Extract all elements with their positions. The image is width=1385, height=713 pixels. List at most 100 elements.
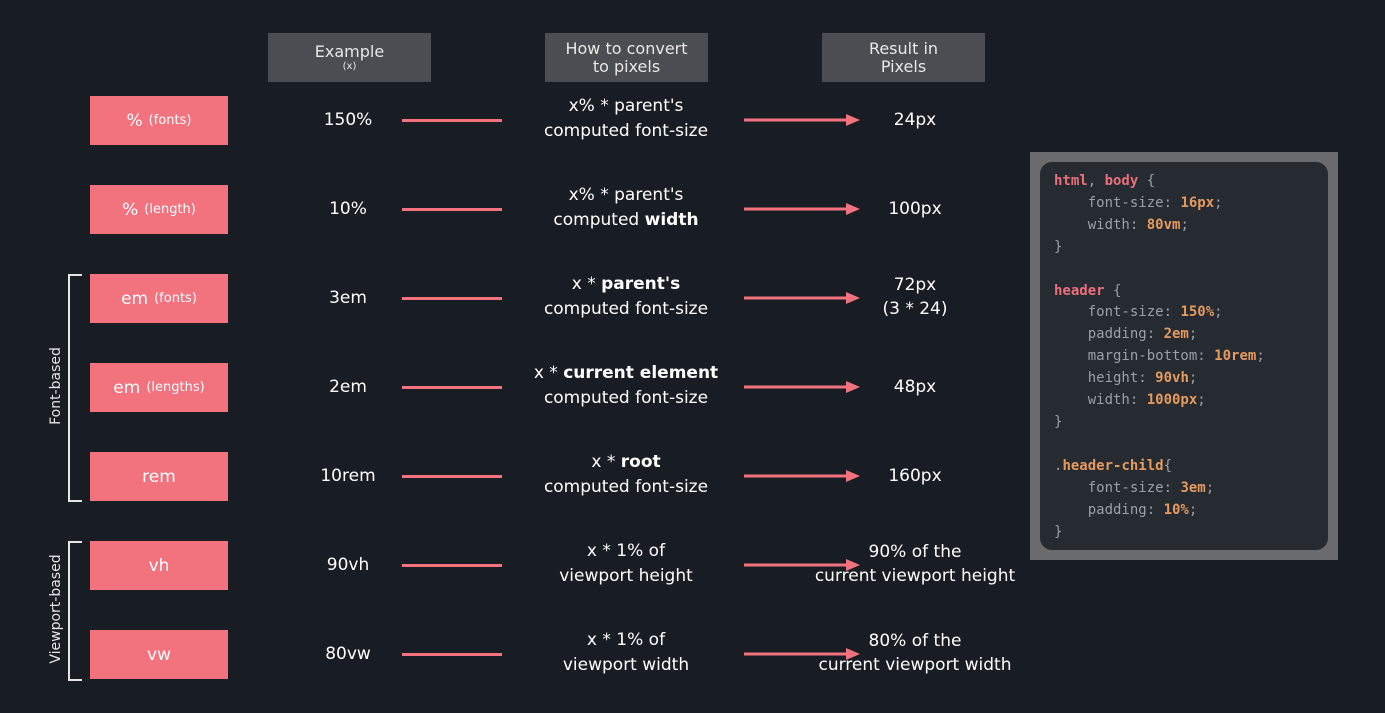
conversion-rule: x% * parent's computed font-size: [520, 94, 732, 144]
result-value: 90% of the current viewport height: [790, 540, 1040, 588]
unit-name: %: [122, 199, 139, 220]
unit-name: em: [113, 377, 141, 398]
code-text: {: [1138, 173, 1156, 189]
conversion-bold: parent's: [601, 274, 681, 294]
code-property: height:: [1054, 370, 1156, 387]
example-value: 2em: [329, 377, 367, 397]
code-selector: header-child: [1062, 457, 1164, 474]
conversion-line-1: x% * parent's: [568, 96, 684, 116]
code-text: ;: [1188, 370, 1198, 387]
conversion-line-1: x * parent's: [520, 272, 732, 297]
code-value: 2em: [1163, 326, 1189, 343]
viewport-based-label: Viewport-based: [48, 554, 64, 664]
connector-line: [402, 119, 502, 122]
conversion-line-2: computed font-size: [543, 299, 709, 319]
code-text: {: [1163, 457, 1173, 474]
connector-line: [402, 653, 502, 656]
code-line: [1054, 434, 1328, 456]
code-text: ,: [1087, 173, 1105, 189]
conversion-rule: x * current element computed font-size: [520, 361, 732, 411]
arrow-icon: [744, 559, 860, 571]
font-based-bracket: [68, 274, 82, 502]
conversion-text: x *: [533, 363, 564, 383]
header-example: Example (x): [268, 33, 431, 82]
code-line: margin-bottom: 10rem;: [1054, 346, 1328, 368]
code-selector: body: [1104, 173, 1139, 189]
unit-box-vh: vh: [90, 541, 228, 590]
connector-line: [402, 297, 502, 300]
result-line-2: current viewport width: [818, 655, 1012, 675]
arrow-icon: [744, 292, 860, 304]
conversion-rule: x * parent's computed font-size: [520, 272, 732, 322]
conversion-text: x *: [591, 452, 621, 472]
result-value: 80% of the current viewport width: [790, 629, 1040, 677]
conversion-line-2: viewport height: [559, 566, 693, 586]
unit-box-vw: vw: [90, 630, 228, 679]
code-value: 80vm: [1146, 216, 1181, 233]
conversion-bold: root: [620, 452, 661, 472]
code-line: padding: 10%;: [1054, 500, 1328, 522]
code-text: ;: [1180, 216, 1189, 233]
conversion-text: x *: [571, 274, 602, 294]
connector-line: [402, 386, 502, 389]
conversion-line-1: x * 1% of: [586, 630, 666, 650]
arrow-icon: [744, 114, 860, 126]
code-line: header {: [1054, 281, 1328, 303]
code-line: [1054, 259, 1328, 281]
example-value: 80vw: [325, 644, 371, 664]
result-line-1: 90% of the: [868, 542, 962, 562]
viewport-based-bracket: [68, 541, 82, 681]
result-value: 72px (3 * 24): [790, 273, 1040, 321]
connector-line: [402, 208, 502, 211]
code-text: ;: [1188, 326, 1198, 343]
code-value: 16px: [1180, 194, 1215, 211]
conversion-line-2: computed font-size: [543, 477, 709, 497]
unit-box-em-lengths: em (lengths): [90, 363, 228, 412]
unit-name: %: [126, 110, 143, 131]
code-selector: html: [1054, 173, 1088, 189]
header-convert-label: How to convert to pixels: [565, 38, 688, 76]
header-example-sub: (x): [342, 60, 357, 72]
code-selector: header: [1054, 282, 1105, 299]
code-property: width:: [1054, 392, 1147, 409]
result-line-2: (3 * 24): [882, 299, 948, 319]
example-value: 150%: [323, 110, 373, 130]
conversion-rule: x * root computed font-size: [520, 450, 732, 500]
connector-line: [402, 564, 502, 567]
example-value: 90vh: [326, 555, 370, 575]
code-text: ;: [1214, 194, 1223, 211]
unit-note: (length): [144, 202, 196, 217]
code-line: }: [1054, 413, 1063, 430]
code-line: }: [1054, 523, 1063, 540]
code-text: ;: [1205, 479, 1215, 496]
result-value: 24px: [893, 110, 937, 130]
result-line-1: 80% of the: [868, 631, 962, 651]
code-line: width: 1000px;: [1054, 390, 1328, 412]
conversion-line-2: computed font-size: [543, 121, 709, 141]
unit-box-percent-fonts: % (fonts): [90, 96, 228, 145]
code-block: html, body { font-size: 16px; width: 80v…: [1040, 162, 1328, 550]
unit-name: vw: [147, 644, 171, 665]
conversion-text: computed: [553, 210, 645, 230]
arrow-icon: [744, 470, 860, 482]
code-line: font-size: 3em;: [1054, 478, 1328, 500]
code-line: font-size: 150%;: [1054, 302, 1328, 324]
header-example-label: Example: [314, 41, 385, 61]
example-value: 10rem: [320, 466, 376, 486]
conversion-line-1: x * current element: [520, 361, 732, 386]
example-value: 10%: [329, 199, 367, 219]
result-line-1: 72px: [893, 275, 937, 295]
conversion-rule: x * 1% of viewport width: [520, 628, 732, 678]
code-property: padding:: [1054, 326, 1164, 343]
code-text: ;: [1197, 392, 1206, 409]
code-text: {: [1104, 282, 1122, 299]
code-value: 90vh: [1155, 370, 1189, 387]
conversion-line-1: x% * parent's: [568, 185, 684, 205]
arrow-icon: [744, 381, 860, 393]
code-text: ;: [1256, 348, 1265, 365]
conversion-bold: current element: [563, 363, 719, 383]
font-based-label: Font-based: [48, 347, 64, 425]
result-value: 160px: [888, 466, 942, 486]
unit-note: (fonts): [148, 113, 192, 128]
result-line-2: current viewport height: [814, 566, 1016, 586]
